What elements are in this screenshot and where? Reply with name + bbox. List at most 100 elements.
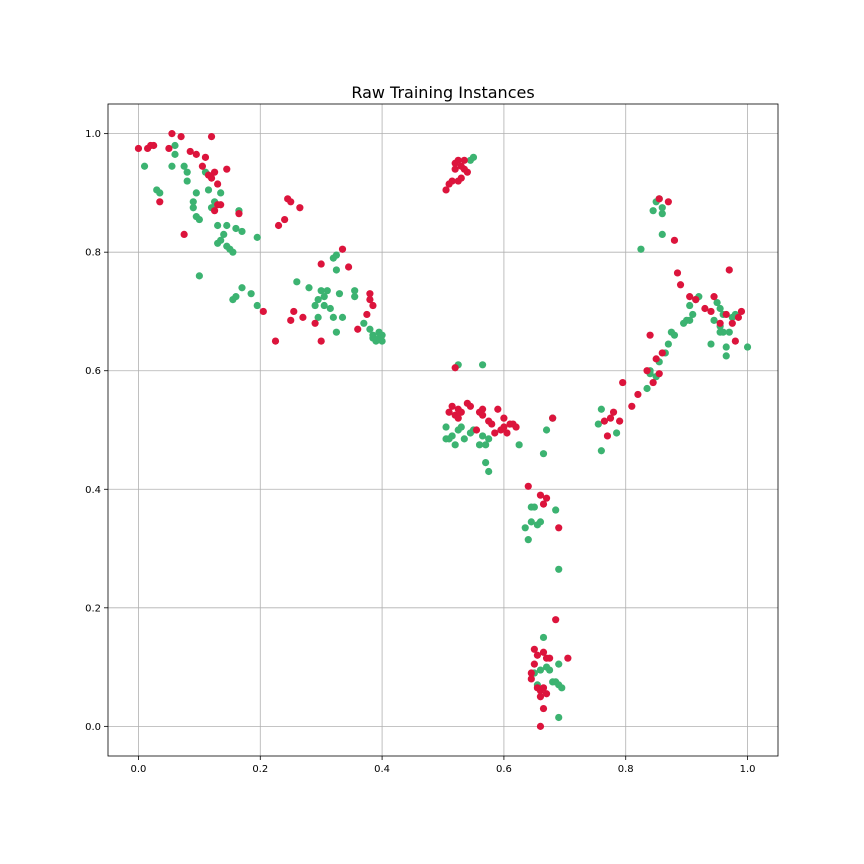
- data-point: [369, 301, 377, 310]
- data-point: [734, 313, 743, 321]
- data-point: [600, 417, 609, 425]
- data-point: [183, 177, 191, 185]
- x-tick-label: 0.8: [618, 764, 634, 775]
- data-point: [494, 405, 502, 413]
- data-point: [338, 313, 347, 321]
- data-point: [536, 693, 545, 701]
- data-point: [271, 337, 280, 345]
- data-point: [676, 281, 685, 289]
- data-point: [725, 328, 733, 336]
- data-point: [460, 435, 468, 443]
- data-point: [658, 210, 666, 218]
- data-point: [485, 435, 493, 443]
- data-point: [533, 651, 542, 659]
- data-point: [482, 459, 490, 467]
- data-point: [521, 524, 529, 532]
- y-tick-label: 0.0: [85, 722, 101, 733]
- data-point: [378, 331, 386, 339]
- data-point: [722, 310, 730, 319]
- data-point: [326, 304, 334, 313]
- data-point: [232, 293, 240, 301]
- data-point: [555, 713, 563, 722]
- x-tick-label: 0.0: [131, 764, 147, 775]
- data-point: [217, 189, 225, 197]
- plot-area-frame: [107, 103, 779, 757]
- data-point: [689, 310, 697, 319]
- data-point: [500, 414, 508, 422]
- data-point: [530, 503, 538, 511]
- data-point: [448, 432, 456, 440]
- data-point: [207, 133, 216, 141]
- data-point: [673, 269, 682, 277]
- data-point: [628, 402, 636, 410]
- data-point: [217, 236, 225, 244]
- data-point: [293, 278, 301, 286]
- data-points: [134, 130, 752, 730]
- data-point: [332, 266, 341, 274]
- x-tick-label: 0.2: [252, 764, 268, 775]
- data-point: [287, 198, 295, 206]
- data-point: [524, 482, 532, 490]
- data-point: [314, 296, 322, 304]
- data-point: [156, 189, 164, 197]
- data-point: [500, 423, 508, 431]
- data-point: [527, 675, 535, 683]
- data-point: [351, 287, 359, 295]
- data-point: [658, 204, 666, 212]
- data-point: [296, 204, 304, 212]
- data-point: [332, 251, 341, 259]
- data-point: [552, 616, 560, 624]
- data-point: [536, 722, 545, 730]
- data-point: [192, 189, 200, 197]
- data-point: [539, 648, 548, 656]
- data-point: [597, 447, 605, 455]
- data-point: [360, 319, 368, 327]
- data-point: [710, 293, 718, 301]
- x-tick-label: 1.0: [740, 764, 756, 775]
- series-1: [134, 130, 746, 730]
- data-point: [686, 293, 694, 301]
- data-point: [247, 290, 255, 298]
- data-point: [478, 405, 487, 413]
- data-point: [478, 432, 487, 440]
- data-point: [707, 307, 715, 316]
- data-point: [223, 165, 231, 173]
- data-point: [558, 684, 566, 692]
- data-point: [686, 316, 694, 324]
- data-point: [536, 518, 545, 526]
- data-point: [552, 506, 560, 514]
- data-point: [274, 221, 283, 230]
- data-point: [530, 645, 538, 653]
- data-point: [217, 201, 225, 209]
- data-point: [686, 301, 694, 310]
- data-point: [472, 426, 481, 434]
- data-point: [165, 144, 173, 153]
- data-point: [478, 361, 487, 369]
- data-point: [320, 301, 328, 310]
- data-point: [156, 198, 164, 206]
- data-point: [214, 180, 222, 188]
- data-point: [195, 272, 203, 280]
- data-point: [317, 260, 325, 268]
- data-point: [536, 491, 545, 499]
- data-point: [524, 536, 532, 544]
- data-point: [168, 130, 176, 138]
- data-point: [539, 500, 548, 508]
- y-tick-label: 0.2: [85, 603, 101, 614]
- data-point: [539, 633, 548, 642]
- data-point: [189, 198, 197, 206]
- data-point: [722, 343, 730, 351]
- data-point: [549, 414, 557, 422]
- data-point: [609, 408, 618, 416]
- data-point: [716, 304, 724, 313]
- data-point: [220, 230, 228, 238]
- chart-title: Raw Training Instances: [351, 83, 534, 102]
- data-point: [707, 340, 715, 348]
- data-point: [229, 248, 237, 256]
- x-tick-label: 0.6: [496, 764, 512, 775]
- data-point: [317, 337, 325, 345]
- data-point: [488, 420, 496, 428]
- data-point: [542, 494, 551, 502]
- data-point: [634, 390, 642, 399]
